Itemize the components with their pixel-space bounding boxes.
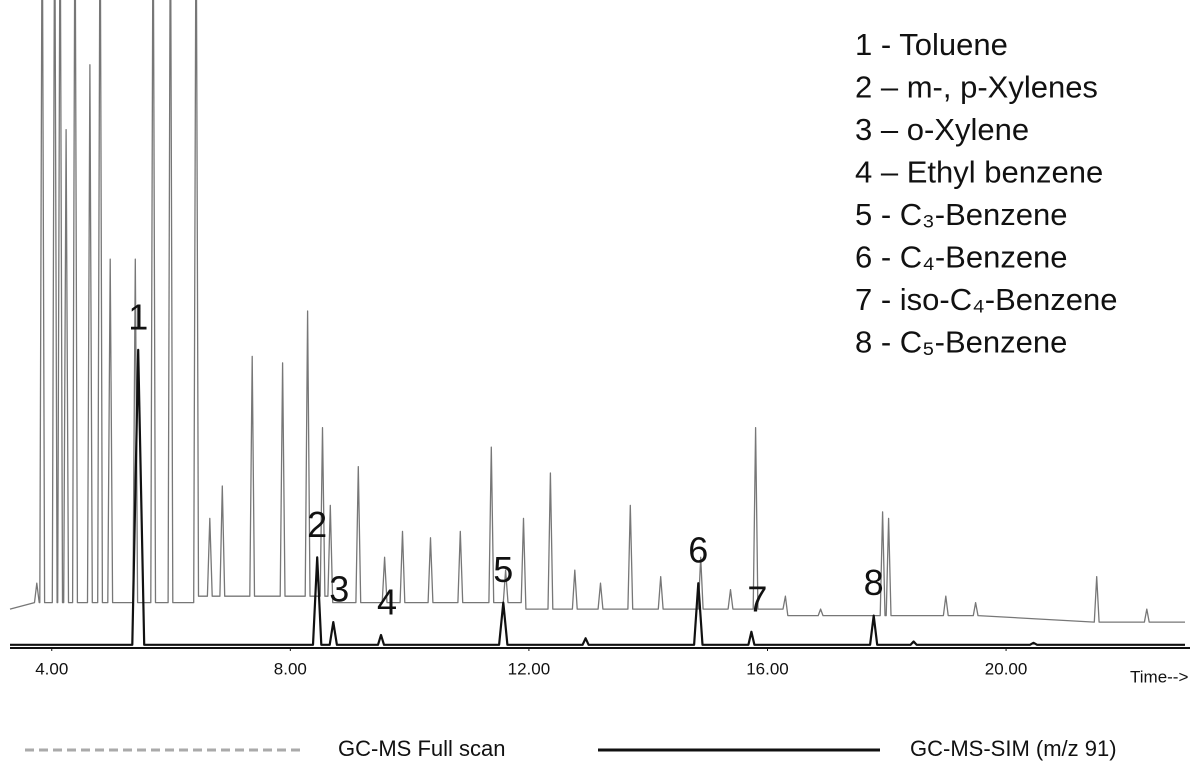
- annotation: 3 – o-Xylene: [855, 112, 1029, 147]
- x-tick-label: 20.00: [985, 659, 1028, 678]
- peak-label: 8: [864, 562, 884, 603]
- peak-label: 7: [747, 578, 767, 619]
- peak-label: 6: [688, 530, 708, 571]
- annotation: 4 – Ethyl benzene: [855, 155, 1103, 190]
- peak-label: 4: [377, 582, 397, 623]
- annotation: 5 - C₃-Benzene: [855, 197, 1068, 232]
- x-tick-label: 4.00: [35, 659, 68, 678]
- peak-label: 2: [307, 504, 327, 545]
- peak-label: 1: [128, 296, 148, 337]
- peak-label: 3: [329, 569, 349, 610]
- annotation: 1 - Toluene: [855, 27, 1008, 62]
- legend-label: GC-MS-SIM (m/z 91): [910, 736, 1117, 761]
- annotation: 6 - C₄-Benzene: [855, 240, 1068, 275]
- trace-line: [9, 0, 1185, 623]
- peak-label: 5: [493, 549, 513, 590]
- plot-area: [9, 0, 1185, 646]
- annotation: 8 - C₅-Benzene: [855, 325, 1067, 360]
- annotation: 7 - iso-C₄-Benzene: [855, 282, 1118, 317]
- x-tick-label: 12.00: [508, 659, 551, 678]
- x-axis-label: Time-->: [1130, 667, 1188, 686]
- x-tick-label: 16.00: [746, 659, 789, 678]
- annotation: 2 – m-, p-Xylenes: [855, 70, 1098, 105]
- trace-line: [10, 348, 1185, 646]
- x-tick-label: 8.00: [274, 659, 307, 678]
- legend-label: GC-MS Full scan: [338, 736, 505, 761]
